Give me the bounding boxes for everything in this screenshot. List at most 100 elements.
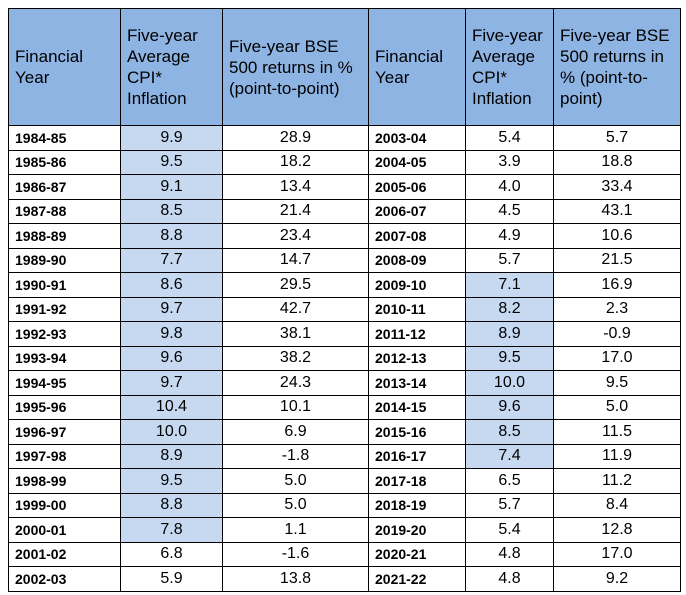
table-row: 1990-91 8.6 29.5 2009-10 7.1 16.9 [8, 272, 681, 298]
year-cell: 2006-07 [368, 198, 466, 224]
value-cell: 21.4 [222, 198, 369, 224]
value-cell: 29.5 [222, 272, 369, 298]
table-row: 2002-03 5.9 13.8 2021-22 4.8 9.2 [8, 566, 681, 592]
column-header: Five-year Average CPI* Inflation [120, 8, 223, 126]
year-cell: 1987-88 [8, 198, 121, 224]
year-cell: 2004-05 [368, 149, 466, 175]
year-cell: 2012-13 [368, 345, 466, 371]
value-cell: 38.2 [222, 345, 369, 371]
column-header: Five-year Average CPI* Inflation [465, 8, 554, 126]
value-cell: 17.0 [553, 541, 681, 567]
data-table: Financial Year Five-year Average CPI* Inf… [8, 8, 681, 592]
table-row: 1998-99 9.5 5.0 2017-18 6.5 11.2 [8, 468, 681, 494]
value-cell: 5.4 [465, 517, 554, 543]
year-cell: 2007-08 [368, 223, 466, 249]
value-cell: 28.9 [222, 125, 369, 151]
table-row: 2001-02 6.8 -1.6 2020-21 4.8 17.0 [8, 541, 681, 567]
value-cell: 9.7 [120, 370, 223, 396]
value-cell: 1.1 [222, 517, 369, 543]
table-row: 1985-86 9.5 18.2 2004-05 3.9 18.8 [8, 149, 681, 175]
value-cell: 9.2 [553, 566, 681, 592]
value-cell: 8.4 [553, 492, 681, 518]
table-row: 1999-00 8.8 5.0 2018-19 5.7 8.4 [8, 492, 681, 518]
table-row: 1997-98 8.9 -1.8 2016-17 7.4 11.9 [8, 443, 681, 469]
year-cell: 2020-21 [368, 541, 466, 567]
year-cell: 2021-22 [368, 566, 466, 592]
year-cell: 2014-15 [368, 394, 466, 420]
value-cell: 5.7 [553, 125, 681, 151]
value-cell: 17.0 [553, 345, 681, 371]
value-cell: 14.7 [222, 247, 369, 273]
year-cell: 1999-00 [8, 492, 121, 518]
table-row: 1987-88 8.5 21.4 2006-07 4.5 43.1 [8, 198, 681, 224]
table-row: 1996-97 10.0 6.9 2015-16 8.5 11.5 [8, 419, 681, 445]
value-cell: 13.8 [222, 566, 369, 592]
table-row: 1994-95 9.7 24.3 2013-14 10.0 9.5 [8, 370, 681, 396]
value-cell: 10.6 [553, 223, 681, 249]
value-cell: 38.1 [222, 321, 369, 347]
value-cell: 2.3 [553, 296, 681, 322]
table-row: 2000-01 7.8 1.1 2019-20 5.4 12.8 [8, 517, 681, 543]
value-cell: 9.6 [465, 394, 554, 420]
value-cell: 10.0 [120, 419, 223, 445]
year-cell: 1991-92 [8, 296, 121, 322]
value-cell: -1.8 [222, 443, 369, 469]
table-row: 1989-90 7.7 14.7 2008-09 5.7 21.5 [8, 247, 681, 273]
value-cell: 6.5 [465, 468, 554, 494]
year-cell: 1995-96 [8, 394, 121, 420]
year-cell: 2011-12 [368, 321, 466, 347]
table-row: 1988-89 8.8 23.4 2007-08 4.9 10.6 [8, 223, 681, 249]
value-cell: 13.4 [222, 174, 369, 200]
value-cell: 24.3 [222, 370, 369, 396]
year-cell: 2018-19 [368, 492, 466, 518]
value-cell: 5.7 [465, 247, 554, 273]
value-cell: 16.9 [553, 272, 681, 298]
year-cell: 2017-18 [368, 468, 466, 494]
value-cell: 5.9 [120, 566, 223, 592]
value-cell: 5.7 [465, 492, 554, 518]
value-cell: 4.8 [465, 566, 554, 592]
value-cell: 8.5 [465, 419, 554, 445]
value-cell: 11.2 [553, 468, 681, 494]
table-row: 1992-93 9.8 38.1 2011-12 8.9 -0.9 [8, 321, 681, 347]
year-cell: 2003-04 [368, 125, 466, 151]
value-cell: 8.9 [465, 321, 554, 347]
value-cell: 33.4 [553, 174, 681, 200]
year-cell: 1993-94 [8, 345, 121, 371]
year-cell: 2009-10 [368, 272, 466, 298]
header-row: Financial Year Five-year Average CPI* Inf… [8, 8, 681, 126]
value-cell: 5.0 [553, 394, 681, 420]
value-cell: 42.7 [222, 296, 369, 322]
year-cell: 2001-02 [8, 541, 121, 567]
year-cell: 1994-95 [8, 370, 121, 396]
value-cell: 21.5 [553, 247, 681, 273]
year-cell: 2010-11 [368, 296, 466, 322]
value-cell: 5.4 [465, 125, 554, 151]
value-cell: 11.5 [553, 419, 681, 445]
year-cell: 1985-86 [8, 149, 121, 175]
value-cell: 18.8 [553, 149, 681, 175]
year-cell: 2019-20 [368, 517, 466, 543]
value-cell: 6.9 [222, 419, 369, 445]
year-cell: 2016-17 [368, 443, 466, 469]
value-cell: 9.5 [553, 370, 681, 396]
value-cell: 7.7 [120, 247, 223, 273]
value-cell: 11.9 [553, 443, 681, 469]
value-cell: 4.9 [465, 223, 554, 249]
year-cell: 1996-97 [8, 419, 121, 445]
value-cell: 9.5 [120, 468, 223, 494]
value-cell: 5.0 [222, 468, 369, 494]
year-cell: 1986-87 [8, 174, 121, 200]
year-cell: 1997-98 [8, 443, 121, 469]
year-cell: 1990-91 [8, 272, 121, 298]
column-header: Financial Year [368, 8, 466, 126]
year-cell: 2000-01 [8, 517, 121, 543]
value-cell: 9.5 [465, 345, 554, 371]
value-cell: 9.8 [120, 321, 223, 347]
value-cell: 8.9 [120, 443, 223, 469]
year-cell: 1992-93 [8, 321, 121, 347]
year-cell: 2008-09 [368, 247, 466, 273]
value-cell: 7.8 [120, 517, 223, 543]
table-row: 1993-94 9.6 38.2 2012-13 9.5 17.0 [8, 345, 681, 371]
